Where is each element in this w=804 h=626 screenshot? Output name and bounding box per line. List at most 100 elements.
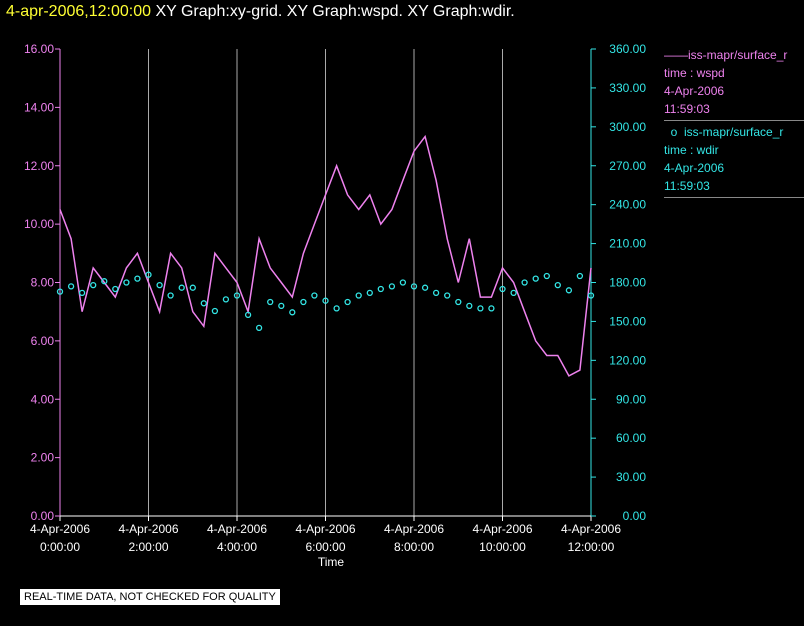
legend-wspd-time: 11:59:03 bbox=[664, 102, 710, 116]
legend-wdir-name: o iss-mapr/surface_r bbox=[664, 125, 784, 139]
x-tick-time: 2:00:00 bbox=[128, 540, 168, 554]
wdir-point bbox=[488, 305, 495, 312]
wdir-point bbox=[56, 288, 64, 295]
wdir-point bbox=[233, 292, 241, 299]
quality-disclaimer: REAL-TIME DATA, NOT CHECKED FOR QUALITY bbox=[20, 589, 280, 605]
wdir-point bbox=[67, 283, 75, 290]
chart-axes: 4-Apr-2006 0:00:00 4-Apr-2006 2:00:00 4-Apr-… bbox=[24, 42, 646, 554]
x-tick-time: 0:00:00 bbox=[40, 540, 80, 554]
wdir-point bbox=[134, 275, 141, 282]
y-right-tick-label: 240.00 bbox=[609, 198, 646, 212]
wdir-point bbox=[78, 289, 86, 297]
wdir-point bbox=[543, 272, 550, 280]
wdir-point bbox=[333, 305, 340, 312]
wdir-point bbox=[289, 309, 296, 316]
wdir-point bbox=[145, 271, 152, 278]
wdir-point bbox=[587, 292, 595, 299]
wdir-point bbox=[477, 305, 484, 312]
wdir-point bbox=[300, 298, 307, 306]
chart-series bbox=[56, 134, 595, 377]
wdir-point bbox=[432, 289, 440, 297]
y-left-tick-label: 0.00 bbox=[31, 509, 55, 523]
wdir-point bbox=[200, 300, 207, 307]
wdir-point bbox=[344, 298, 351, 306]
wdir-point bbox=[178, 284, 185, 291]
wdir-point bbox=[222, 296, 230, 303]
graph-datetime: 4-apr-2006,12:00:00 bbox=[6, 3, 151, 20]
y-right-tick-label: 150.00 bbox=[609, 314, 646, 328]
legend-wspd-date: 4-Apr-2006 bbox=[664, 84, 725, 98]
wdir-point bbox=[576, 272, 584, 280]
legend-wdir-var: time : wdir bbox=[664, 143, 719, 157]
wdir-point bbox=[355, 292, 362, 299]
wspd-series-line bbox=[59, 134, 592, 377]
wdir-point bbox=[466, 302, 473, 310]
y-right-tick-label: 270.00 bbox=[609, 159, 646, 173]
y-left-tick-label: 14.00 bbox=[24, 100, 54, 114]
x-axis-label: Time bbox=[318, 555, 345, 569]
wdir-point bbox=[278, 302, 285, 310]
y-right-tick-label: 90.00 bbox=[616, 392, 646, 406]
x-tick-time: 4:00:00 bbox=[217, 540, 257, 554]
wdir-point bbox=[510, 289, 517, 297]
wdir-point bbox=[410, 283, 418, 290]
y-right-tick-label: 0.00 bbox=[623, 509, 647, 523]
wdir-point bbox=[311, 292, 318, 299]
wdir-point bbox=[565, 287, 573, 294]
wdir-point bbox=[322, 297, 329, 304]
y-right-tick-label: 180.00 bbox=[609, 276, 646, 290]
x-tick-date: 4-Apr-2006 bbox=[207, 522, 267, 536]
y-left-tick-label: 2.00 bbox=[31, 451, 55, 465]
wdir-point bbox=[499, 285, 506, 293]
y-right-tick-label: 30.00 bbox=[616, 470, 646, 484]
y-left-tick-label: 16.00 bbox=[24, 42, 54, 56]
x-tick-date: 4-Apr-2006 bbox=[472, 522, 532, 536]
wdir-point bbox=[211, 307, 219, 315]
x-tick-date: 4-Apr-2006 bbox=[295, 522, 355, 536]
x-tick-time: 10:00:00 bbox=[479, 540, 526, 554]
y-left-tick-label: 6.00 bbox=[31, 334, 55, 348]
wdir-point bbox=[255, 324, 263, 332]
graph-names: XY Graph:xy-grid. XY Graph:wspd. XY Grap… bbox=[155, 3, 515, 20]
wdir-point bbox=[90, 281, 97, 289]
wdir-point bbox=[444, 292, 451, 299]
wdir-point bbox=[399, 279, 407, 286]
wdir-point bbox=[421, 284, 429, 291]
x-tick-date: 4-Apr-2006 bbox=[30, 522, 90, 536]
y-right-tick-label: 300.00 bbox=[609, 120, 646, 134]
y-right-tick-label: 60.00 bbox=[616, 431, 646, 445]
legend-entry-wspd: ——iss-mapr/surface_r time : wspd 4-Apr-2… bbox=[664, 46, 804, 121]
legend-entry-wdir: o iss-mapr/surface_r time : wdir 4-Apr-2… bbox=[664, 123, 804, 198]
wdir-point bbox=[101, 278, 108, 285]
x-tick-time: 6:00:00 bbox=[305, 540, 345, 554]
wdir-point bbox=[123, 279, 130, 286]
wdir-point bbox=[156, 281, 163, 289]
x-tick-time: 8:00:00 bbox=[394, 540, 434, 554]
x-tick-date: 4-Apr-2006 bbox=[384, 522, 444, 536]
graph-title-bar: 4-apr-2006,12:00:00 XY Graph:xy-grid. XY… bbox=[6, 3, 515, 21]
y-right-tick-label: 210.00 bbox=[609, 237, 646, 251]
y-right-tick-label: 330.00 bbox=[609, 81, 646, 95]
wdir-point bbox=[532, 275, 539, 282]
wdir-point bbox=[455, 298, 462, 306]
wdir-point bbox=[521, 279, 528, 286]
y-right-tick-label: 120.00 bbox=[609, 353, 646, 367]
chart-grid bbox=[148, 49, 503, 516]
wdir-point bbox=[112, 285, 119, 293]
legend: ——iss-mapr/surface_r time : wspd 4-Apr-2… bbox=[664, 46, 804, 200]
x-tick-time: 12:00:00 bbox=[568, 540, 615, 554]
wdir-point bbox=[377, 285, 384, 293]
y-left-tick-label: 4.00 bbox=[31, 392, 55, 406]
y-right-tick-label: 360.00 bbox=[609, 42, 646, 56]
wdir-point bbox=[167, 292, 174, 299]
legend-wspd-name: ——iss-mapr/surface_r bbox=[664, 48, 788, 62]
wdir-point bbox=[267, 298, 274, 306]
wdir-point bbox=[244, 311, 252, 319]
legend-wdir-date: 4-Apr-2006 bbox=[664, 161, 725, 175]
legend-wdir-time: 11:59:03 bbox=[664, 179, 710, 193]
wdir-point bbox=[554, 281, 561, 289]
y-left-tick-label: 8.00 bbox=[31, 276, 55, 290]
y-left-tick-label: 12.00 bbox=[24, 159, 54, 173]
wdir-point bbox=[189, 284, 196, 291]
